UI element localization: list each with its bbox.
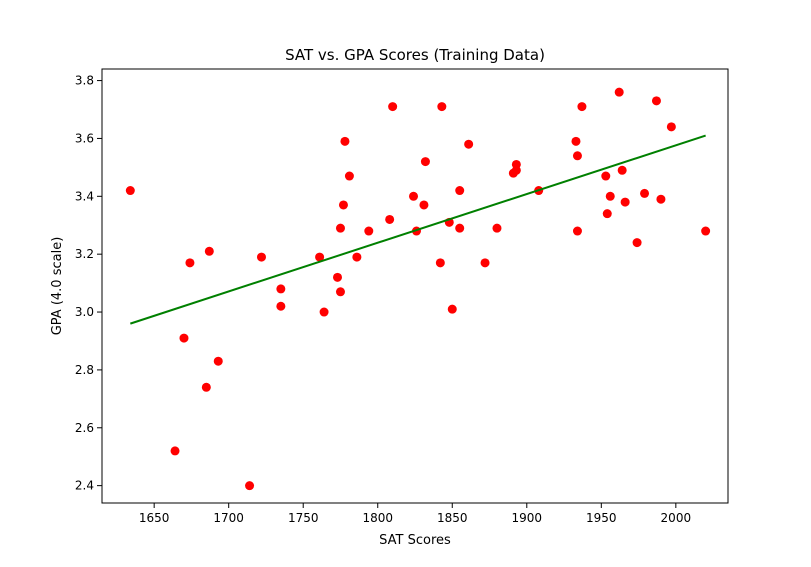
data-point xyxy=(352,252,362,262)
x-tick-label: 1700 xyxy=(213,511,244,525)
data-point xyxy=(420,157,430,167)
x-tick-label: 1800 xyxy=(362,511,393,525)
data-point xyxy=(632,238,642,248)
x-tick-label: 1750 xyxy=(288,511,319,525)
data-point xyxy=(276,284,286,294)
data-point xyxy=(511,165,521,175)
data-point xyxy=(656,194,666,204)
data-point xyxy=(245,481,255,491)
x-tick-label: 1650 xyxy=(139,511,170,525)
data-point xyxy=(340,136,350,146)
x-tick-label: 1950 xyxy=(586,511,617,525)
y-tick-label: 2.4 xyxy=(75,479,94,493)
data-point xyxy=(409,191,419,201)
data-point xyxy=(419,200,429,210)
data-point xyxy=(455,223,465,233)
data-point xyxy=(605,191,615,201)
data-point xyxy=(701,226,711,236)
data-point xyxy=(617,165,627,175)
x-tick-label: 2000 xyxy=(661,511,692,525)
data-point xyxy=(480,258,490,268)
data-point xyxy=(388,102,398,112)
data-point xyxy=(620,197,630,207)
y-tick-label: 3.2 xyxy=(75,247,94,261)
data-point xyxy=(464,139,474,149)
data-point xyxy=(319,307,329,317)
data-point xyxy=(601,171,611,181)
y-tick-label: 3.0 xyxy=(75,305,94,319)
data-point xyxy=(276,301,286,311)
x-axis-label: SAT Scores xyxy=(379,533,451,548)
data-point xyxy=(213,356,223,366)
data-point xyxy=(437,102,447,112)
data-point xyxy=(447,304,457,314)
data-point xyxy=(492,223,502,233)
y-tick-label: 2.6 xyxy=(75,421,94,435)
data-point xyxy=(201,382,211,392)
y-tick-label: 3.4 xyxy=(75,189,94,203)
x-tick-label: 1850 xyxy=(437,511,468,525)
data-point xyxy=(344,171,354,181)
data-point xyxy=(602,209,612,219)
data-point xyxy=(364,226,374,236)
data-point xyxy=(572,151,582,161)
y-tick-label: 3.8 xyxy=(75,74,94,88)
data-point xyxy=(614,87,624,97)
y-tick-label: 2.8 xyxy=(75,363,94,377)
data-point xyxy=(385,214,395,224)
data-point xyxy=(315,252,325,262)
data-point xyxy=(571,136,581,146)
chart-title: SAT vs. GPA Scores (Training Data) xyxy=(285,46,545,64)
y-axis-label: GPA (4.0 scale) xyxy=(50,237,65,336)
data-point xyxy=(256,252,266,262)
data-point xyxy=(332,272,342,282)
data-point xyxy=(572,226,582,236)
data-point xyxy=(338,200,348,210)
data-point xyxy=(435,258,445,268)
plot-frame xyxy=(101,68,729,504)
data-point xyxy=(640,188,650,198)
data-point xyxy=(651,96,661,106)
data-point xyxy=(204,246,214,256)
data-point xyxy=(335,287,345,297)
data-point xyxy=(455,186,465,196)
data-point xyxy=(335,223,345,233)
data-point xyxy=(125,186,135,196)
data-point xyxy=(185,258,195,268)
data-point xyxy=(666,122,676,132)
regression-line xyxy=(130,134,706,325)
y-tick-label: 3.6 xyxy=(75,131,94,145)
x-tick-label: 1900 xyxy=(512,511,543,525)
data-point xyxy=(179,333,189,343)
data-point xyxy=(170,446,180,456)
data-point xyxy=(577,102,587,112)
